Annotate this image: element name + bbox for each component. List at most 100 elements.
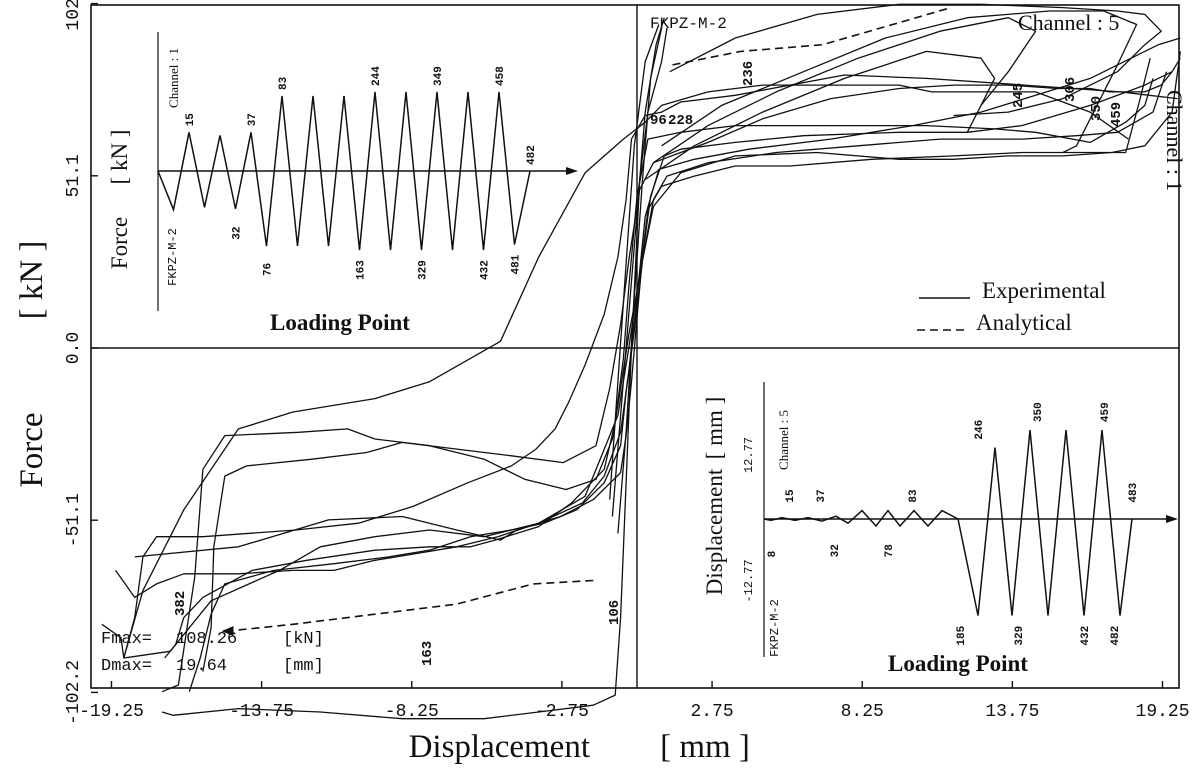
point-label-236: 236: [741, 61, 757, 86]
inset-force-labels: 15 37 83 244 349 458 482 32 76 163 329 432 481: [185, 66, 538, 280]
x-axis-unit: [ mm ]: [660, 729, 750, 765]
inset-disp-arrowhead: [1166, 515, 1178, 523]
experimental-curve-7: [188, 71, 1168, 692]
dmax-value: 19.64: [176, 657, 227, 676]
inset-force-peak-label: 458: [495, 66, 507, 86]
dmax-label: Dmax=: [101, 657, 152, 676]
inset-disp-ytick-pos: 12.77: [742, 437, 756, 473]
y-axis-unit: [ kN ]: [14, 241, 50, 320]
inset-force-peak-label: 37: [247, 113, 259, 126]
y-tick-label: -102.2: [64, 660, 84, 725]
inset-disp-valley-label: 8: [767, 550, 779, 557]
legend-analytical-label: Analytical: [976, 310, 1072, 335]
experimental-curve-2: [134, 57, 1181, 558]
x-tick-label: 13.75: [985, 702, 1039, 722]
x-tick-label: -19.25: [79, 702, 144, 722]
experimental-curve-12: [609, 24, 660, 500]
inset-force-history: Force [ kN ] Channel : 1 FKPZ-M-2 Loadin…: [107, 32, 578, 335]
point-label-106: 106: [607, 600, 623, 625]
hysteresis-curves: [101, 3, 1181, 720]
inset-disp-valley-label: 432: [1080, 626, 1092, 646]
inset-force-xlabel: Loading Point: [270, 310, 410, 335]
inset-disp-valley-label: 32: [830, 544, 842, 557]
fmax-unit: [kN]: [283, 630, 324, 649]
point-label-228: 228: [668, 113, 693, 129]
y-tick-group: -102.2 -51.1 0.0 51.1 102.2: [64, 0, 98, 725]
inset-disp-peak-label: 37: [816, 489, 828, 502]
inset-disp-specimen: FKPZ-M-2: [768, 599, 782, 657]
experimental-curve-3: [123, 51, 1181, 659]
inset-disp-history: Displacement [ mm ] Channel : 5 FKPZ-M-2…: [702, 382, 1178, 676]
experimental-curve-10: [611, 17, 665, 517]
channel-right-label: Channel : 1: [1162, 90, 1187, 191]
inset-disp-labels: 15 37 83 246 350 459 483 8 32 78 185 329 432 482: [767, 402, 1140, 645]
inset-disp-ytick-neg: -12.77: [742, 559, 756, 602]
analytical-curve-1: [227, 579, 594, 632]
point-label-306: 306: [1063, 77, 1079, 102]
x-tick-label: -8.25: [385, 702, 439, 722]
point-label-459: 459: [1109, 102, 1125, 127]
inset-disp-ylabel: Displacement: [702, 468, 727, 595]
inset-force-ylabel-unit: [ kN ]: [107, 130, 132, 185]
y-axis-title: Force: [14, 412, 50, 487]
inset-force-specimen: FKPZ-M-2: [166, 228, 180, 286]
specimen-label: FKPZ-M-2: [650, 15, 727, 33]
inset-force-peak-label: 244: [371, 66, 383, 86]
x-tick-label: -13.75: [229, 702, 294, 722]
inset-force-arrowhead: [566, 167, 578, 175]
channel-top-label: Channel : 5: [1018, 10, 1119, 35]
inset-force-signal: [157, 91, 531, 251]
dmax-unit: [mm]: [283, 657, 324, 676]
fmax-label: Fmax=: [101, 630, 152, 649]
fmax-value: 108.26: [176, 630, 237, 649]
inset-force-valley-label: 163: [356, 260, 368, 280]
experimental-curve-9: [161, 27, 668, 720]
inset-disp-peak-label: 246: [974, 420, 986, 440]
inset-force-peak-label: 15: [185, 113, 197, 127]
experimental-curve-16: [644, 50, 996, 181]
y-tick-label: 102.2: [64, 0, 84, 31]
max-values-box: Fmax= 108.26 [kN] Dmax= 19.64 [mm]: [101, 630, 324, 676]
inset-disp-peak-label: 483: [1128, 482, 1140, 502]
inset-disp-valley-label: 185: [956, 625, 968, 645]
inset-force-ylabel: Force: [107, 217, 132, 269]
experimental-curve-13: [669, 3, 1162, 117]
legend: Experimental Analytical: [917, 278, 1106, 335]
experimental-curve-8: [115, 37, 1181, 599]
inset-force-peak-label: 83: [278, 76, 290, 90]
experimental-curve-0: [101, 74, 1178, 659]
inset-force-valley-label: 76: [263, 263, 275, 276]
inset-force-peak-label: 482: [526, 145, 538, 165]
y-tick-label: 51.1: [64, 154, 84, 197]
inset-disp-peak-label: 459: [1100, 402, 1112, 422]
inset-force-channel: Channel : 1: [166, 48, 181, 108]
point-label-382: 382: [173, 591, 189, 616]
inset-disp-valley-label: 482: [1110, 626, 1122, 646]
x-tick-label: 8.25: [841, 702, 884, 722]
analytical-curve-0: [672, 6, 952, 66]
inset-force-valley-label: 432: [480, 260, 492, 280]
experimental-curve-1: [123, 84, 1129, 659]
experimental-curve-4: [161, 58, 1151, 693]
point-label-group: 96 228 236 245 306 350 459 382 163 106: [173, 61, 1125, 666]
experimental-curve-11: [617, 27, 663, 534]
inset-force-peak-label: 349: [433, 66, 445, 86]
inset-disp-valley-label: 78: [884, 544, 896, 558]
analytical-arrowhead: [221, 626, 234, 637]
experimental-curve-15: [653, 17, 1037, 164]
inset-disp-channel: Channel : 5: [776, 410, 791, 470]
inset-disp-peak-label: 15: [785, 489, 797, 503]
y-tick-label: 0.0: [64, 332, 84, 364]
inset-force-valley-label: 329: [418, 260, 430, 280]
y-tick-label: -51.1: [64, 493, 84, 547]
point-label-245: 245: [1011, 83, 1027, 108]
point-label-96: 96: [650, 113, 667, 129]
inset-force-valley-label: 32: [232, 227, 244, 240]
x-tick-label: 2.75: [690, 702, 733, 722]
inset-disp-ylabel-unit: [ mm ]: [702, 397, 727, 460]
x-tick-group: -19.25 -13.75 -8.25 -2.75 2.75 8.25 13.75 19.25: [79, 681, 1190, 722]
inset-disp-peak-label: 350: [1033, 402, 1045, 422]
inset-disp-valley-label: 329: [1014, 626, 1026, 646]
inset-force-valley-label: 481: [511, 254, 523, 274]
